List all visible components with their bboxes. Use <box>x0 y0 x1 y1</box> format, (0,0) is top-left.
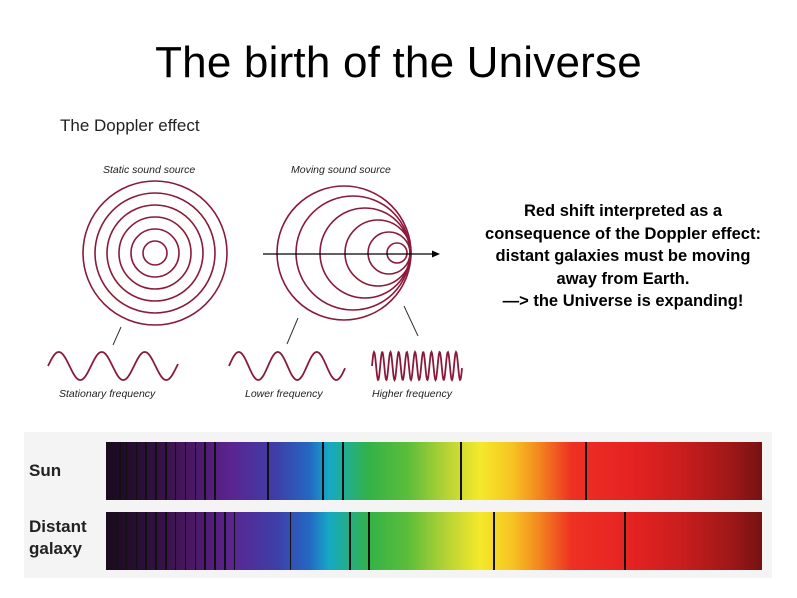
doppler-diagram <box>47 180 463 382</box>
galaxy-absorption-line-17 <box>493 512 495 570</box>
galaxy-absorption-line-7 <box>174 512 177 570</box>
galaxy-absorption-line-13 <box>233 512 236 570</box>
note-line-5: —> the Universe is expanding! <box>502 292 744 310</box>
sun-absorption-line-10 <box>204 442 206 500</box>
sun-absorption-line-16 <box>584 442 587 500</box>
sun-absorption-line-2 <box>125 442 128 500</box>
motion-arrow <box>263 250 440 258</box>
moving-wavefront-6 <box>276 185 412 321</box>
moving-wavefront-3 <box>344 219 412 287</box>
red-shift-note: Red shift interpreted as a consequence o… <box>462 200 784 313</box>
note-line-4: away from Earth. <box>556 269 690 288</box>
sun-absorption-line-15 <box>460 442 463 500</box>
galaxy-absorption-line-1 <box>115 512 118 570</box>
galaxy-absorption-line-4 <box>145 512 147 570</box>
galaxy-absorption-line-12 <box>224 512 226 570</box>
lower-frequency-wave <box>228 351 346 381</box>
stationary-frequency-label: Stationary frequency <box>59 388 156 400</box>
moving-wavefront-5 <box>295 195 411 311</box>
moving-wavefront-1 <box>386 242 408 264</box>
galaxy-label-line1: Distant <box>29 517 87 536</box>
galaxy-absorption-line-15 <box>348 512 351 570</box>
moving-wavefront-2 <box>367 231 411 275</box>
pointer-lines <box>112 305 419 346</box>
sun-absorption-line-4 <box>145 442 147 500</box>
sun-absorption-line-1 <box>119 442 121 500</box>
galaxy-absorption-line-10 <box>204 512 206 570</box>
sun-absorption-line-9 <box>194 442 197 500</box>
sun-absorption-line-11 <box>214 442 216 500</box>
note-line-2: consequence of the Doppler effect: <box>485 224 761 243</box>
higher-frequency-wave <box>371 350 463 382</box>
note-line-1: Red shift interpreted as a <box>523 202 723 220</box>
sun-absorption-line-7 <box>174 442 177 500</box>
galaxy-absorption-line-11 <box>214 512 216 570</box>
moving-wavefront-4 <box>319 207 411 299</box>
moving-source-label: Moving sound source <box>291 164 391 176</box>
sun-spectrum <box>106 442 762 500</box>
static-source-label: Static sound source <box>103 164 196 176</box>
higher-frequency-label: Higher frequency <box>372 388 452 400</box>
galaxy-absorption-line-6 <box>165 512 167 570</box>
note-line-3: distant galaxies must be moving <box>495 247 751 265</box>
galaxy-label: Distant galaxy <box>29 516 87 560</box>
galaxy-absorption-line-16 <box>368 512 371 570</box>
galaxy-absorption-line-9 <box>194 512 197 570</box>
stationary-frequency-wave <box>47 351 179 381</box>
galaxy-absorption-line-8 <box>184 512 187 570</box>
galaxy-absorption-line-18 <box>624 512 627 570</box>
galaxy-label-line2: galaxy <box>29 539 82 558</box>
doppler-heading: The Doppler effect <box>60 116 200 135</box>
distant-galaxy-spectrum <box>106 512 762 570</box>
sun-label: Sun <box>29 461 62 480</box>
sun-absorption-line-13 <box>322 442 325 500</box>
sun-absorption-line-12 <box>266 442 269 500</box>
sun-absorption-line-3 <box>135 442 138 500</box>
galaxy-absorption-line-2 <box>125 512 128 570</box>
lower-frequency-label: Lower frequency <box>245 388 323 400</box>
static-wavefront-5 <box>94 192 216 314</box>
static-wavefront-1 <box>142 240 168 266</box>
sun-absorption-line-14 <box>342 442 344 500</box>
slide-title: The birth of the Universe <box>155 38 642 87</box>
galaxy-absorption-line-3 <box>135 512 138 570</box>
sun-absorption-line-5 <box>155 442 157 500</box>
static-wavefront-4 <box>106 204 204 302</box>
static-wavefront-2 <box>130 228 180 278</box>
moving-sound-source-waves <box>276 185 412 321</box>
sun-absorption-line-6 <box>165 442 167 500</box>
galaxy-absorption-line-5 <box>155 512 157 570</box>
static-wavefront-6 <box>82 180 228 326</box>
galaxy-absorption-line-14 <box>289 512 292 570</box>
static-sound-source-waves <box>82 180 228 326</box>
static-wavefront-3 <box>118 216 192 290</box>
sun-absorption-line-8 <box>184 442 187 500</box>
